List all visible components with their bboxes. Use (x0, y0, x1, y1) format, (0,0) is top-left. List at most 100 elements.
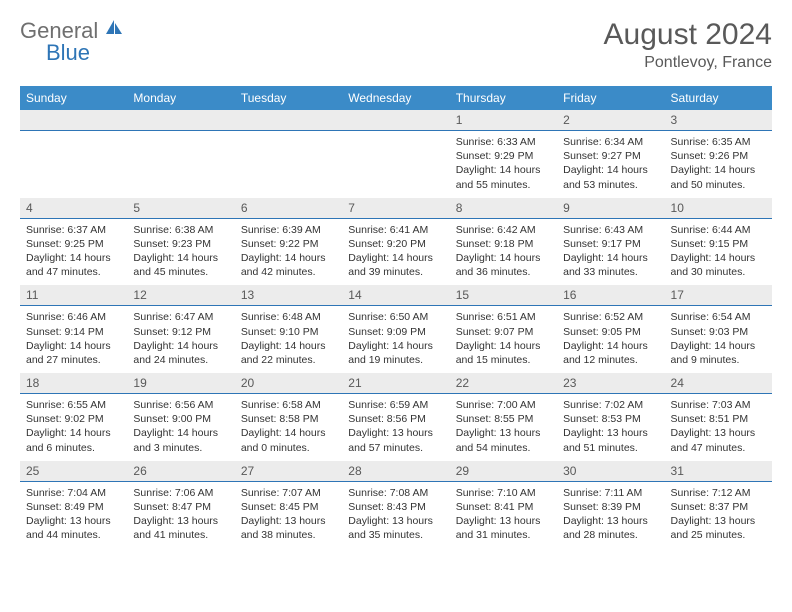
day-number (127, 110, 234, 131)
day-cell: Sunrise: 6:58 AMSunset: 8:58 PMDaylight:… (235, 394, 342, 461)
day-cell: Sunrise: 7:08 AMSunset: 8:43 PMDaylight:… (342, 481, 449, 548)
day-cell: Sunrise: 7:12 AMSunset: 8:37 PMDaylight:… (665, 481, 772, 548)
day-number: 20 (235, 373, 342, 394)
day-number: 14 (342, 285, 449, 306)
sunset-text: Sunset: 9:15 PM (671, 237, 766, 251)
day-number: 25 (20, 461, 127, 482)
sunrise-text: Sunrise: 6:48 AM (241, 310, 336, 324)
sunset-text: Sunset: 9:02 PM (26, 412, 121, 426)
weekday-header: Monday (127, 86, 234, 110)
day-cell: Sunrise: 6:59 AMSunset: 8:56 PMDaylight:… (342, 394, 449, 461)
day-cell: Sunrise: 6:39 AMSunset: 9:22 PMDaylight:… (235, 218, 342, 285)
sunset-text: Sunset: 9:07 PM (456, 325, 551, 339)
dl2-text: and 31 minutes. (456, 528, 551, 542)
dl2-text: and 55 minutes. (456, 178, 551, 192)
sunrise-text: Sunrise: 6:38 AM (133, 223, 228, 237)
day-number: 11 (20, 285, 127, 306)
dl2-text: and 41 minutes. (133, 528, 228, 542)
day-number (342, 110, 449, 131)
day-cell: Sunrise: 6:38 AMSunset: 9:23 PMDaylight:… (127, 218, 234, 285)
sunrise-text: Sunrise: 6:59 AM (348, 398, 443, 412)
day-cell: Sunrise: 6:52 AMSunset: 9:05 PMDaylight:… (557, 306, 664, 373)
day-cell: Sunrise: 7:02 AMSunset: 8:53 PMDaylight:… (557, 394, 664, 461)
dl2-text: and 36 minutes. (456, 265, 551, 279)
dl1-text: Daylight: 14 hours (563, 251, 658, 265)
day-number: 1 (450, 110, 557, 131)
sunrise-text: Sunrise: 6:47 AM (133, 310, 228, 324)
dl1-text: Daylight: 14 hours (241, 426, 336, 440)
title-block: August 2024 Pontlevoy, France (604, 18, 772, 72)
dl2-text: and 0 minutes. (241, 441, 336, 455)
day-number-row: 18192021222324 (20, 373, 772, 394)
day-number: 9 (557, 198, 664, 219)
day-number: 27 (235, 461, 342, 482)
day-cell: Sunrise: 6:51 AMSunset: 9:07 PMDaylight:… (450, 306, 557, 373)
day-cell: Sunrise: 7:10 AMSunset: 8:41 PMDaylight:… (450, 481, 557, 548)
sunrise-text: Sunrise: 6:46 AM (26, 310, 121, 324)
dl1-text: Daylight: 13 hours (563, 514, 658, 528)
sunset-text: Sunset: 9:18 PM (456, 237, 551, 251)
day-cell: Sunrise: 6:41 AMSunset: 9:20 PMDaylight:… (342, 218, 449, 285)
sunset-text: Sunset: 9:10 PM (241, 325, 336, 339)
day-cell: Sunrise: 6:48 AMSunset: 9:10 PMDaylight:… (235, 306, 342, 373)
sunset-text: Sunset: 9:03 PM (671, 325, 766, 339)
sunrise-text: Sunrise: 6:41 AM (348, 223, 443, 237)
dl1-text: Daylight: 13 hours (241, 514, 336, 528)
day-number: 5 (127, 198, 234, 219)
sunrise-text: Sunrise: 6:51 AM (456, 310, 551, 324)
calendar-page: General Blue August 2024 Pontlevoy, Fran… (0, 0, 792, 612)
sunset-text: Sunset: 8:55 PM (456, 412, 551, 426)
sunset-text: Sunset: 9:05 PM (563, 325, 658, 339)
weekday-header: Wednesday (342, 86, 449, 110)
day-cell: Sunrise: 6:47 AMSunset: 9:12 PMDaylight:… (127, 306, 234, 373)
sunrise-text: Sunrise: 6:44 AM (671, 223, 766, 237)
day-number: 23 (557, 373, 664, 394)
day-number: 24 (665, 373, 772, 394)
sunset-text: Sunset: 8:45 PM (241, 500, 336, 514)
day-number: 29 (450, 461, 557, 482)
day-number: 15 (450, 285, 557, 306)
sunrise-text: Sunrise: 6:39 AM (241, 223, 336, 237)
brand-logo: General Blue (20, 18, 124, 44)
dl2-text: and 47 minutes. (26, 265, 121, 279)
sunset-text: Sunset: 9:26 PM (671, 149, 766, 163)
day-cell: Sunrise: 6:33 AMSunset: 9:29 PMDaylight:… (450, 131, 557, 198)
dl1-text: Daylight: 14 hours (671, 251, 766, 265)
day-number: 6 (235, 198, 342, 219)
dl1-text: Daylight: 13 hours (671, 514, 766, 528)
dl2-text: and 45 minutes. (133, 265, 228, 279)
sunrise-text: Sunrise: 7:06 AM (133, 486, 228, 500)
dl2-text: and 19 minutes. (348, 353, 443, 367)
sunrise-text: Sunrise: 7:00 AM (456, 398, 551, 412)
day-number (235, 110, 342, 131)
dl2-text: and 44 minutes. (26, 528, 121, 542)
dl2-text: and 50 minutes. (671, 178, 766, 192)
sunrise-text: Sunrise: 6:42 AM (456, 223, 551, 237)
sunrise-text: Sunrise: 7:04 AM (26, 486, 121, 500)
day-cell: Sunrise: 6:55 AMSunset: 9:02 PMDaylight:… (20, 394, 127, 461)
sunset-text: Sunset: 8:58 PM (241, 412, 336, 426)
day-number: 12 (127, 285, 234, 306)
day-number-row: 11121314151617 (20, 285, 772, 306)
day-number: 30 (557, 461, 664, 482)
day-number: 28 (342, 461, 449, 482)
day-content-row: Sunrise: 6:55 AMSunset: 9:02 PMDaylight:… (20, 394, 772, 461)
dl1-text: Daylight: 14 hours (348, 339, 443, 353)
day-number: 8 (450, 198, 557, 219)
day-cell: Sunrise: 6:46 AMSunset: 9:14 PMDaylight:… (20, 306, 127, 373)
sunrise-text: Sunrise: 7:11 AM (563, 486, 658, 500)
day-number: 18 (20, 373, 127, 394)
sunset-text: Sunset: 9:12 PM (133, 325, 228, 339)
dl1-text: Daylight: 14 hours (241, 339, 336, 353)
dl1-text: Daylight: 14 hours (456, 339, 551, 353)
sunset-text: Sunset: 8:53 PM (563, 412, 658, 426)
dl1-text: Daylight: 13 hours (348, 514, 443, 528)
dl2-text: and 42 minutes. (241, 265, 336, 279)
day-cell: Sunrise: 6:54 AMSunset: 9:03 PMDaylight:… (665, 306, 772, 373)
day-number: 19 (127, 373, 234, 394)
calendar-body: 1 23 Sunrise: 6:33 AMSunset: 9:29 PMDaylig… (20, 110, 772, 548)
sunset-text: Sunset: 8:41 PM (456, 500, 551, 514)
sunrise-text: Sunrise: 6:37 AM (26, 223, 121, 237)
day-cell (127, 131, 234, 198)
sunrise-text: Sunrise: 6:43 AM (563, 223, 658, 237)
